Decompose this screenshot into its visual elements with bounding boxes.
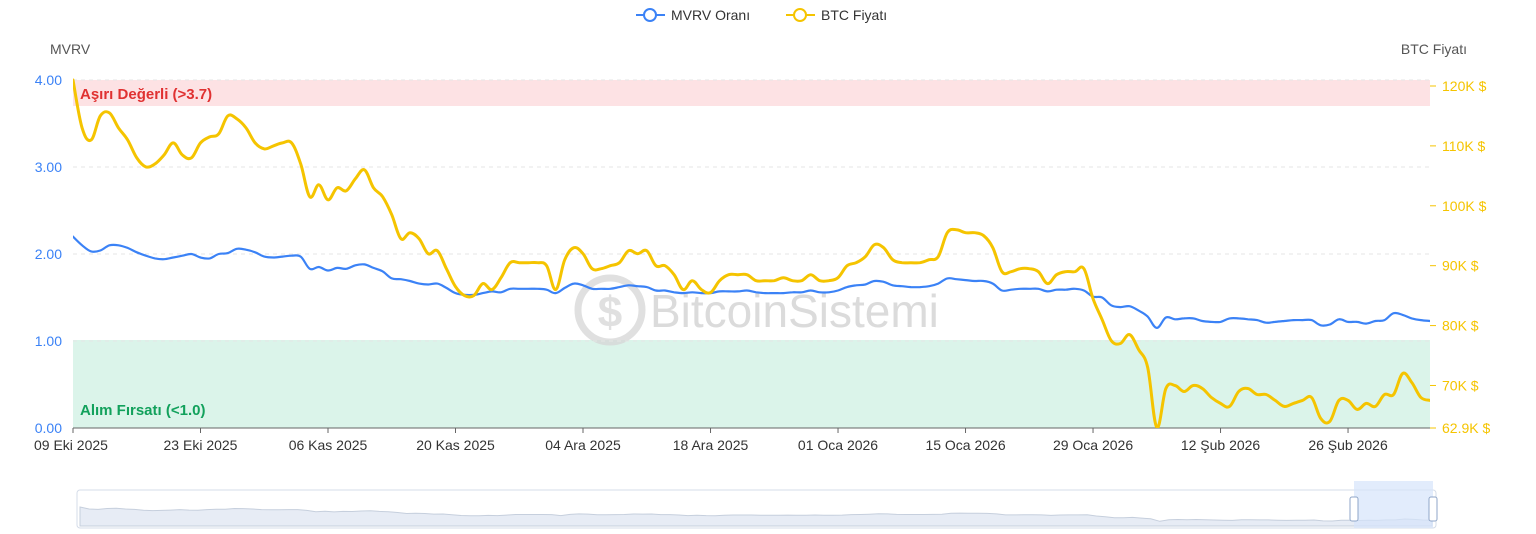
- y-left-tick-label: 1.00: [35, 333, 62, 349]
- y-right-tick-label: 120K $: [1442, 78, 1487, 94]
- mvrv-line: [73, 235, 1430, 329]
- x-tick-label: 26 Şub 2026: [1308, 437, 1388, 453]
- y-left-tick-label: 0.00: [35, 420, 62, 436]
- y-axis-left: 0.00 1.00 2.00 3.00 4.00: [35, 72, 62, 436]
- legend-item-mvrv[interactable]: MVRV Oranı: [636, 7, 750, 23]
- x-tick-label: 18 Ara 2025: [673, 437, 749, 453]
- y-right-tick-label: 110K $: [1442, 138, 1486, 154]
- legend-label-btc: BTC Fiyatı: [821, 7, 887, 23]
- x-tick-label: 29 Oca 2026: [1053, 437, 1133, 453]
- overvalued-zone: [73, 80, 1430, 106]
- x-tick-label: 04 Ara 2025: [545, 437, 621, 453]
- data-zoom-handle-right[interactable]: [1428, 496, 1438, 522]
- x-tick-label: 06 Kas 2025: [289, 437, 368, 453]
- y-left-tick-label: 3.00: [35, 159, 62, 175]
- x-tick-label: 12 Şub 2026: [1181, 437, 1261, 453]
- y-right-tick-label: 80K $: [1442, 318, 1479, 334]
- grid: [73, 79, 1430, 342]
- legend-item-btc[interactable]: BTC Fiyatı: [786, 7, 887, 23]
- y-left-tick-label: 4.00: [35, 72, 62, 88]
- data-zoom-handle-left[interactable]: [1349, 496, 1359, 522]
- svg-text:$: $: [598, 288, 622, 337]
- btc-price-line: [73, 78, 1430, 428]
- x-tick-label: 23 Eki 2025: [164, 437, 238, 453]
- y-right-tick-label: 90K $: [1442, 258, 1479, 274]
- y-left-tick-label: 2.00: [35, 246, 62, 262]
- buy-zone: [73, 340, 1430, 428]
- x-tick-label: 09 Eki 2025: [34, 437, 108, 453]
- data-zoom-preview: [79, 506, 1433, 527]
- data-zoom-slider[interactable]: [76, 481, 1438, 529]
- buy-zone-label: Alım Fırsatı (<1.0): [80, 402, 205, 419]
- x-tick-label: 01 Oca 2026: [798, 437, 878, 453]
- legend-label-mvrv: MVRV Oranı: [671, 7, 750, 23]
- legend: MVRV Oranı BTC Fiyatı: [636, 7, 887, 23]
- y-axis-right: 62.9K $ 70K $ 80K $ 90K $ 100K $ 110K $ 120K $: [1430, 78, 1490, 436]
- watermark-logo-icon: [574, 274, 646, 346]
- y-right-tick-label: 62.9K $: [1442, 420, 1490, 436]
- data-zoom-window[interactable]: [1354, 481, 1433, 528]
- overvalued-zone-label: Aşırı Değerli (>3.7): [80, 86, 212, 103]
- y-axis-left-title: MVRV: [50, 41, 91, 57]
- x-axis: 09 Eki 2025 23 Eki 2025 06 Kas 2025 20 Kas …: [34, 427, 1430, 453]
- y-axis-right-title: BTC Fiyatı: [1401, 41, 1467, 57]
- y-right-tick-label: 100K $: [1442, 198, 1487, 214]
- x-tick-label: 15 Oca 2026: [925, 437, 1005, 453]
- series-lines: [73, 78, 1430, 428]
- y-right-tick-label: 70K $: [1442, 377, 1479, 393]
- x-tick-label: 20 Kas 2025: [416, 437, 495, 453]
- watermark: $ BitcoinSistemi: [574, 274, 939, 346]
